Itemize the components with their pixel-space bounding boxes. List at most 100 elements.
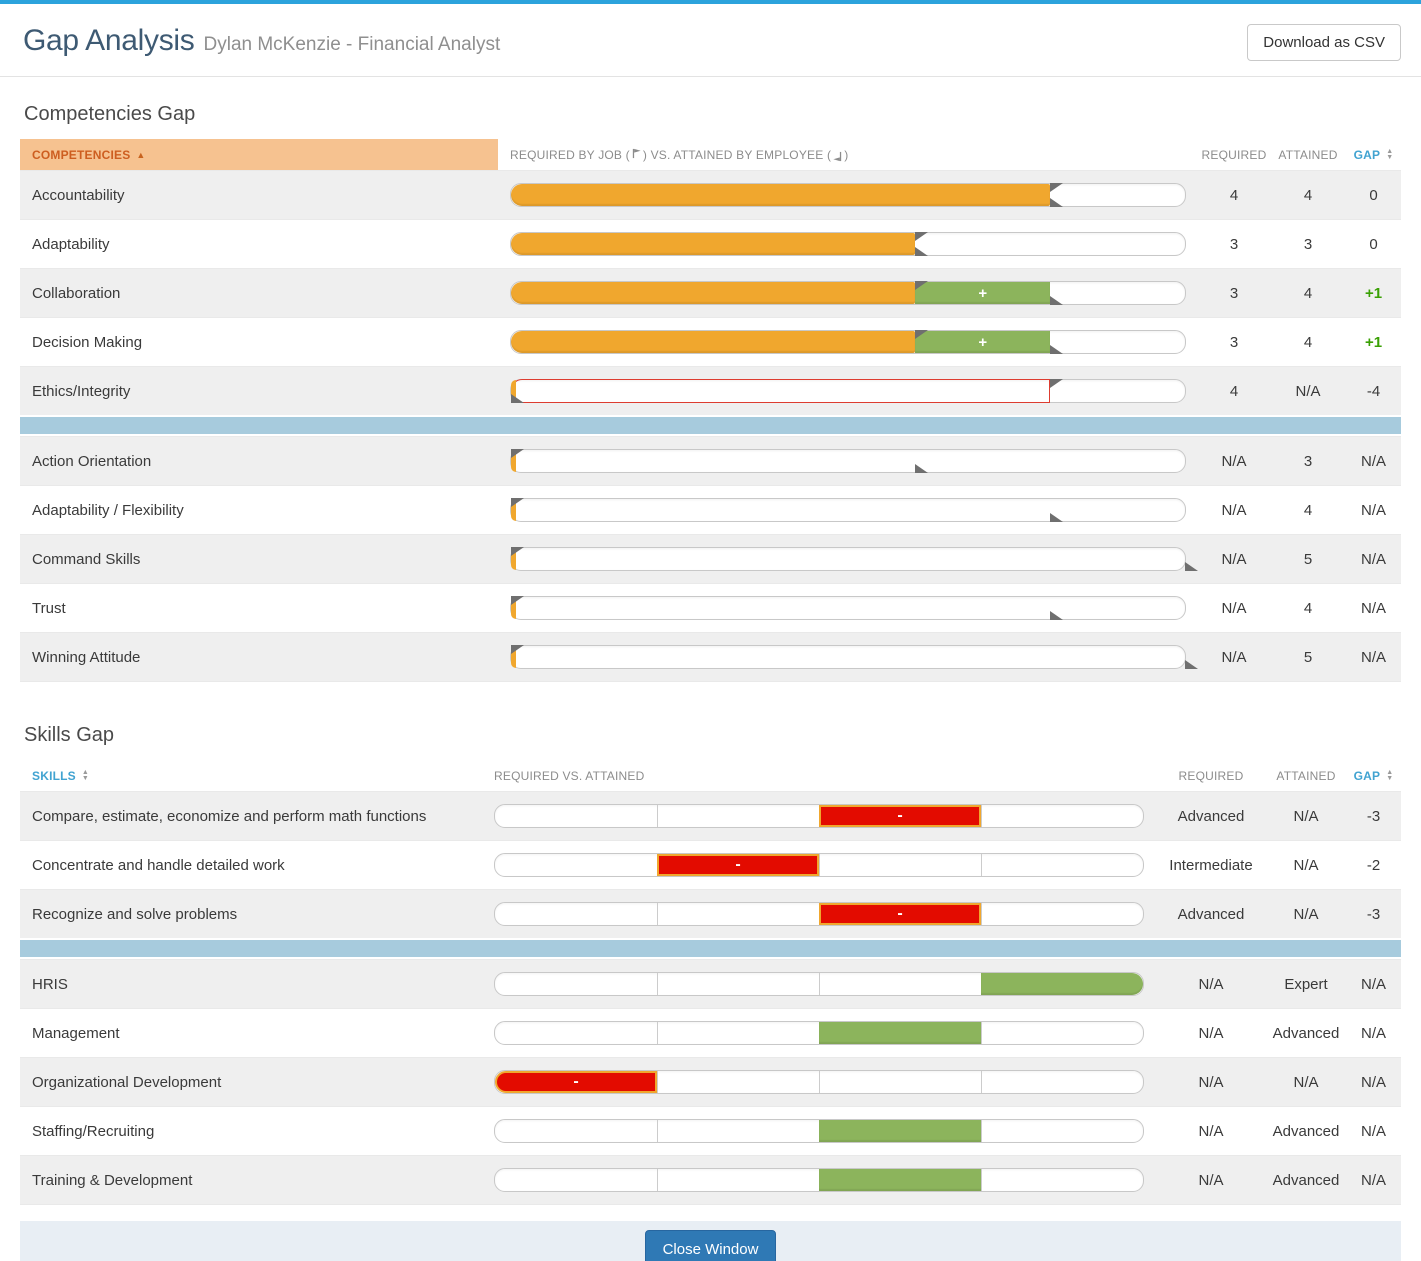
gap-bar-track (510, 645, 1198, 669)
competencies-section-heading: Competencies Gap (24, 103, 196, 125)
competency-row: Command Skills N/A 5 N/A (20, 534, 1401, 583)
required-flag-marker-icon (511, 498, 524, 507)
attained-flag-marker-icon (1050, 345, 1064, 354)
gap-value: +1 (1364, 284, 1383, 302)
skill-label: Management (32, 1024, 120, 1042)
skills-table: SKILLS ▲ ▼ REQUIRED VS. ATTAINED REQUIRED… (20, 760, 1401, 1205)
required-flag-icon (631, 148, 642, 162)
gap-bar-cell: - (482, 902, 1156, 926)
page-subtitle: Dylan McKenzie - Financial Analyst (203, 34, 501, 55)
sort-both-icon: ▲ ▼ (1386, 768, 1394, 782)
gap-value: -3 (1366, 905, 1381, 923)
sort-both-icon: ▲ ▼ (1386, 147, 1394, 161)
competencies-table-header: COMPETENCIES ▲ REQUIRED BY JOB () VS. AT… (20, 139, 1401, 170)
gap-bar-track (510, 379, 1186, 403)
competency-row: Trust N/A 4 N/A (20, 583, 1401, 632)
attained-value: 5 (1303, 550, 1313, 568)
gap-value: -3 (1366, 807, 1381, 825)
skill-label: Recognize and solve problems (32, 905, 238, 923)
sort-ascending-icon: ▲ (136, 149, 146, 160)
competency-row: Winning Attitude N/A 5 N/A (20, 632, 1401, 681)
bar-start-sliver (511, 450, 516, 472)
segment-divider (657, 805, 658, 827)
segment-divider (657, 1071, 658, 1093)
required-value: 3 (1229, 235, 1239, 253)
gap-bar-track: + (510, 330, 1186, 354)
skills-sort-header[interactable]: SKILLS ▲ ▼ (32, 768, 90, 783)
required-flag-marker-icon (1050, 183, 1064, 192)
skill-row: HRIS N/A Expert N/A (20, 959, 1401, 1008)
competency-row: Collaboration + 3 4 +1 (20, 268, 1401, 317)
gap-bar-track (510, 498, 1186, 522)
bar-start-sliver (511, 499, 516, 521)
competency-row: Ethics/Integrity 4 N/A -4 (20, 366, 1401, 415)
attained-flag-marker-icon (1050, 513, 1064, 522)
segment-divider (981, 1071, 982, 1093)
attained-flag-marker-icon (511, 394, 524, 403)
attained-flag-marker-icon (1050, 611, 1064, 620)
segment-divider (657, 1169, 658, 1191)
competencies-sort-header[interactable]: COMPETENCIES ▲ (20, 139, 498, 170)
gap-bar-cell (498, 596, 1198, 620)
gap-bar-cell (498, 232, 1198, 256)
segment-divider (657, 1022, 658, 1044)
segment-divider (657, 903, 658, 925)
required-value: N/A (1198, 975, 1224, 993)
skills-section-heading: Skills Gap (24, 724, 115, 746)
competency-label: Winning Attitude (32, 648, 141, 666)
bar-start-sliver (511, 548, 516, 570)
gap-value: N/A (1360, 1073, 1386, 1091)
competency-label: Adaptability / Flexibility (32, 501, 184, 519)
gap-value: -4 (1366, 382, 1381, 400)
attained-value: 4 (1303, 599, 1313, 617)
top-accent-bar (0, 0, 1421, 4)
segment-divider (981, 805, 982, 827)
gap-value: N/A (1360, 648, 1386, 666)
attained-flag-marker-icon (1050, 198, 1064, 207)
required-flag-marker-icon (1050, 379, 1064, 388)
gap-bar-track (510, 449, 1186, 473)
attained-value: Expert (1284, 975, 1328, 993)
bar-start-sliver (511, 380, 516, 402)
deficit-block: - (495, 1071, 657, 1093)
required-value: 3 (1229, 284, 1239, 302)
attained-block (819, 1120, 981, 1142)
required-value: N/A (1198, 1171, 1224, 1189)
gap-value: N/A (1360, 599, 1386, 617)
skill-label: Concentrate and handle detailed work (32, 856, 285, 874)
skill-bar-track (494, 1168, 1144, 1192)
skill-row: Staffing/Recruiting N/A Advanced N/A (20, 1106, 1401, 1155)
gap-value: -2 (1366, 856, 1381, 874)
competency-label: Collaboration (32, 284, 121, 302)
gap-value: +1 (1364, 333, 1383, 351)
skill-label: Staffing/Recruiting (32, 1122, 155, 1140)
required-flag-marker-icon (915, 281, 929, 290)
required-value: 4 (1229, 186, 1239, 204)
gap-value: N/A (1360, 550, 1386, 568)
gap-bar-cell: + (498, 281, 1198, 305)
competency-row: Action Orientation N/A 3 N/A (20, 436, 1401, 485)
required-value: Advanced (1177, 807, 1245, 825)
gap-sort-header[interactable]: GAP ▲ ▼ (1353, 768, 1394, 783)
skill-bar-track: - (494, 804, 1144, 828)
gap-sort-header[interactable]: GAP ▲ ▼ (1353, 147, 1394, 162)
skill-row: Recognize and solve problems - Advanced … (20, 889, 1401, 938)
segment-divider (981, 1022, 982, 1044)
attained-flag-marker-icon (1050, 296, 1064, 305)
segment-divider (819, 854, 820, 876)
attained-block (819, 1022, 981, 1044)
required-bar (511, 282, 916, 304)
attained-value: N/A (1293, 905, 1319, 923)
gap-bar-cell (498, 183, 1198, 207)
attained-column-header: ATTAINED (1278, 147, 1338, 162)
required-bar (511, 233, 916, 255)
required-flag-marker-icon (511, 645, 524, 654)
attained-value: 3 (1303, 452, 1313, 470)
attained-flag-marker-icon (1185, 562, 1198, 571)
deficit-outline (511, 379, 1051, 403)
download-csv-button[interactable]: Download as CSV (1247, 24, 1401, 61)
attained-value: Advanced (1272, 1024, 1340, 1042)
close-window-button[interactable]: Close Window (644, 1229, 777, 1261)
attained-value: N/A (1295, 382, 1321, 400)
attained-value: 5 (1303, 648, 1313, 666)
